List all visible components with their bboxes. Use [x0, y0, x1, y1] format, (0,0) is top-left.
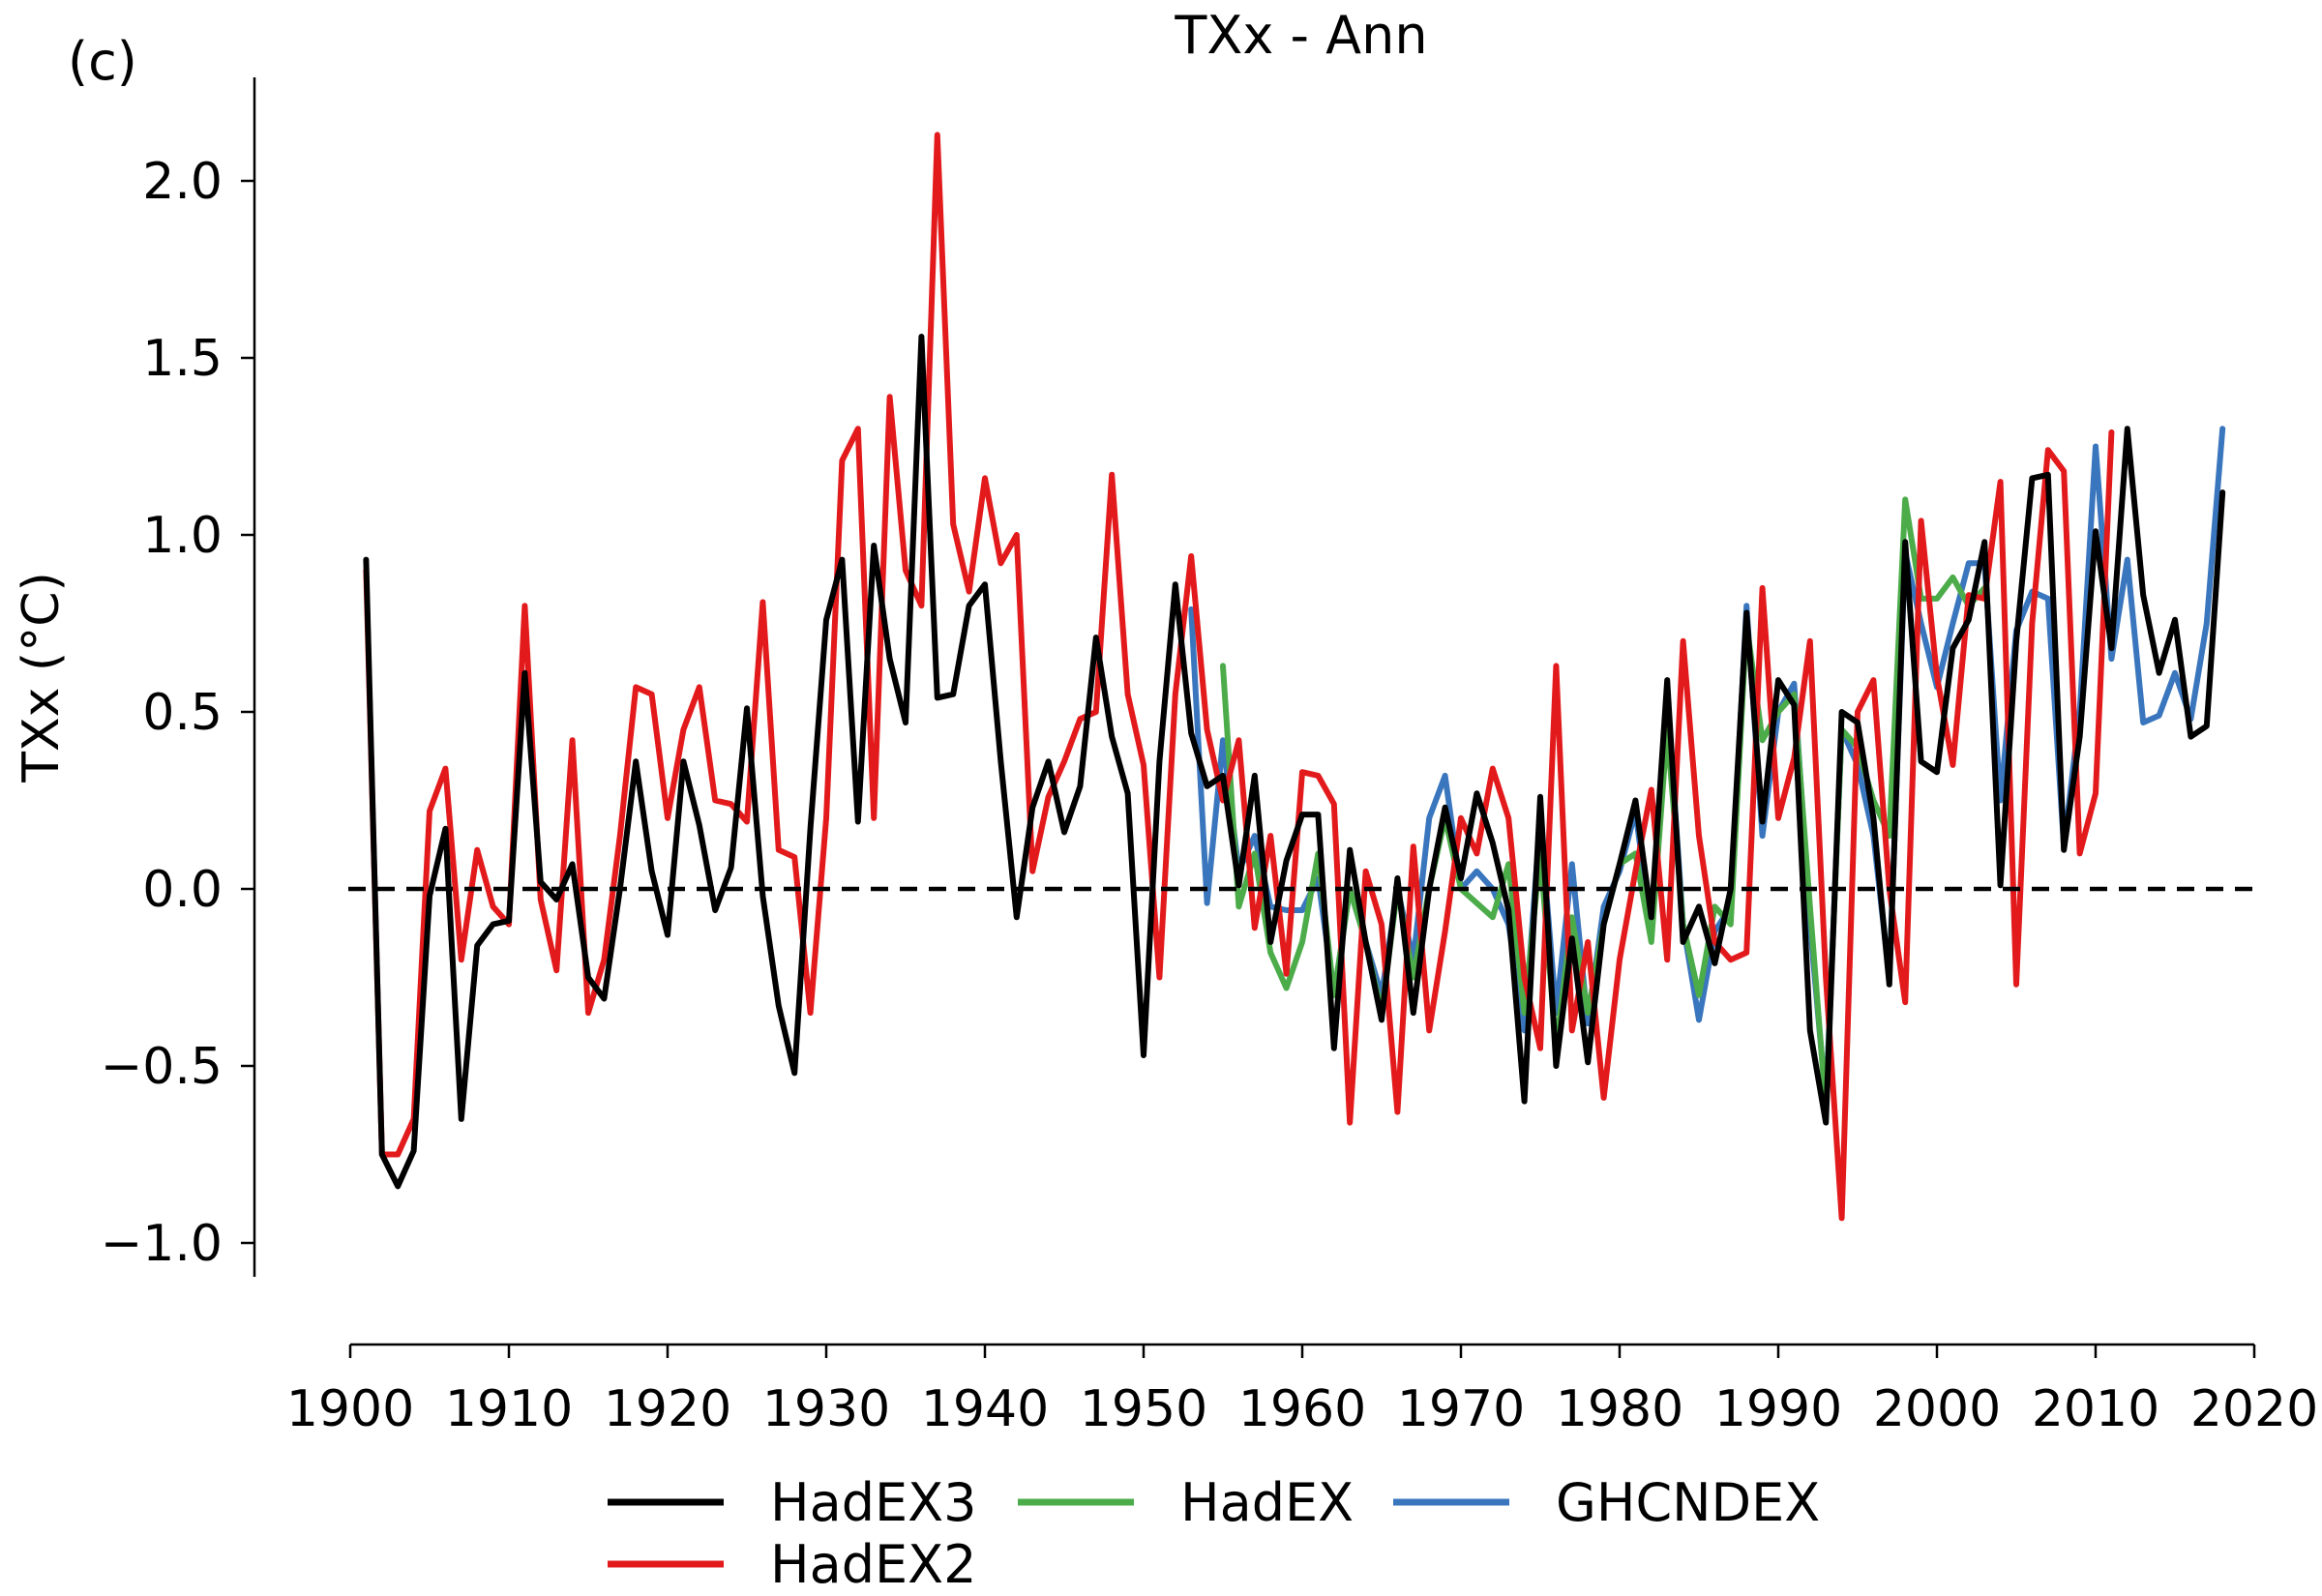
y-axis-label: TXx (°C)	[13, 572, 71, 783]
y-tick-label: 0.0	[142, 861, 223, 919]
series-line-hadex2	[363, 132, 2115, 1222]
panel-label: (c)	[68, 31, 137, 92]
x-tick-label: 1900	[286, 1380, 414, 1438]
x-tick-label: 1990	[1714, 1380, 1842, 1438]
x-tick-label: 1980	[1556, 1380, 1683, 1438]
x-tick-label: 2020	[2190, 1380, 2318, 1438]
axes: −1.0 −0.5 0.0 0.5 1.0 1.5 2.0 1900 1910 1920 1930 1…	[101, 77, 2318, 1438]
x-tick-label: 1950	[1080, 1380, 1207, 1438]
y-tick-label: 1.5	[142, 330, 223, 388]
plot-area	[348, 132, 2256, 1222]
x-tick-label: 1970	[1397, 1380, 1525, 1438]
x-tick-label: 1930	[762, 1380, 890, 1438]
legend-item-hadex3: HadEX3	[608, 1472, 976, 1533]
x-tick-label: 1910	[445, 1380, 573, 1438]
legend-label: HadEX3	[770, 1472, 976, 1533]
legend-label: HadEX2	[770, 1534, 976, 1595]
legend-item-ghcndex: GHCNDEX	[1393, 1472, 1820, 1533]
y-tick-label: −1.0	[101, 1215, 223, 1273]
series-line-hadex3	[363, 334, 2226, 1190]
x-tick-label: 1940	[921, 1380, 1049, 1438]
x-tick-label: 2000	[1873, 1380, 2001, 1438]
legend-label: HadEX	[1180, 1472, 1354, 1533]
y-tick-label: 0.5	[142, 684, 223, 742]
y-tick-label: 2.0	[142, 153, 223, 211]
y-tick-label: −0.5	[101, 1038, 223, 1096]
legend: HadEX3 HadEX GHCNDEX HadEX2	[608, 1472, 1820, 1595]
x-tick-label: 1920	[604, 1380, 731, 1438]
x-tick-label: 1960	[1238, 1380, 1366, 1438]
chart-title: TXx - Ann	[1174, 5, 1427, 66]
legend-item-hadex2: HadEX2	[608, 1534, 976, 1595]
legend-item-hadex: HadEX	[1018, 1472, 1354, 1533]
y-tick-label: 1.0	[142, 507, 223, 565]
x-tick-label: 2010	[2032, 1380, 2159, 1438]
legend-label: GHCNDEX	[1556, 1472, 1820, 1533]
